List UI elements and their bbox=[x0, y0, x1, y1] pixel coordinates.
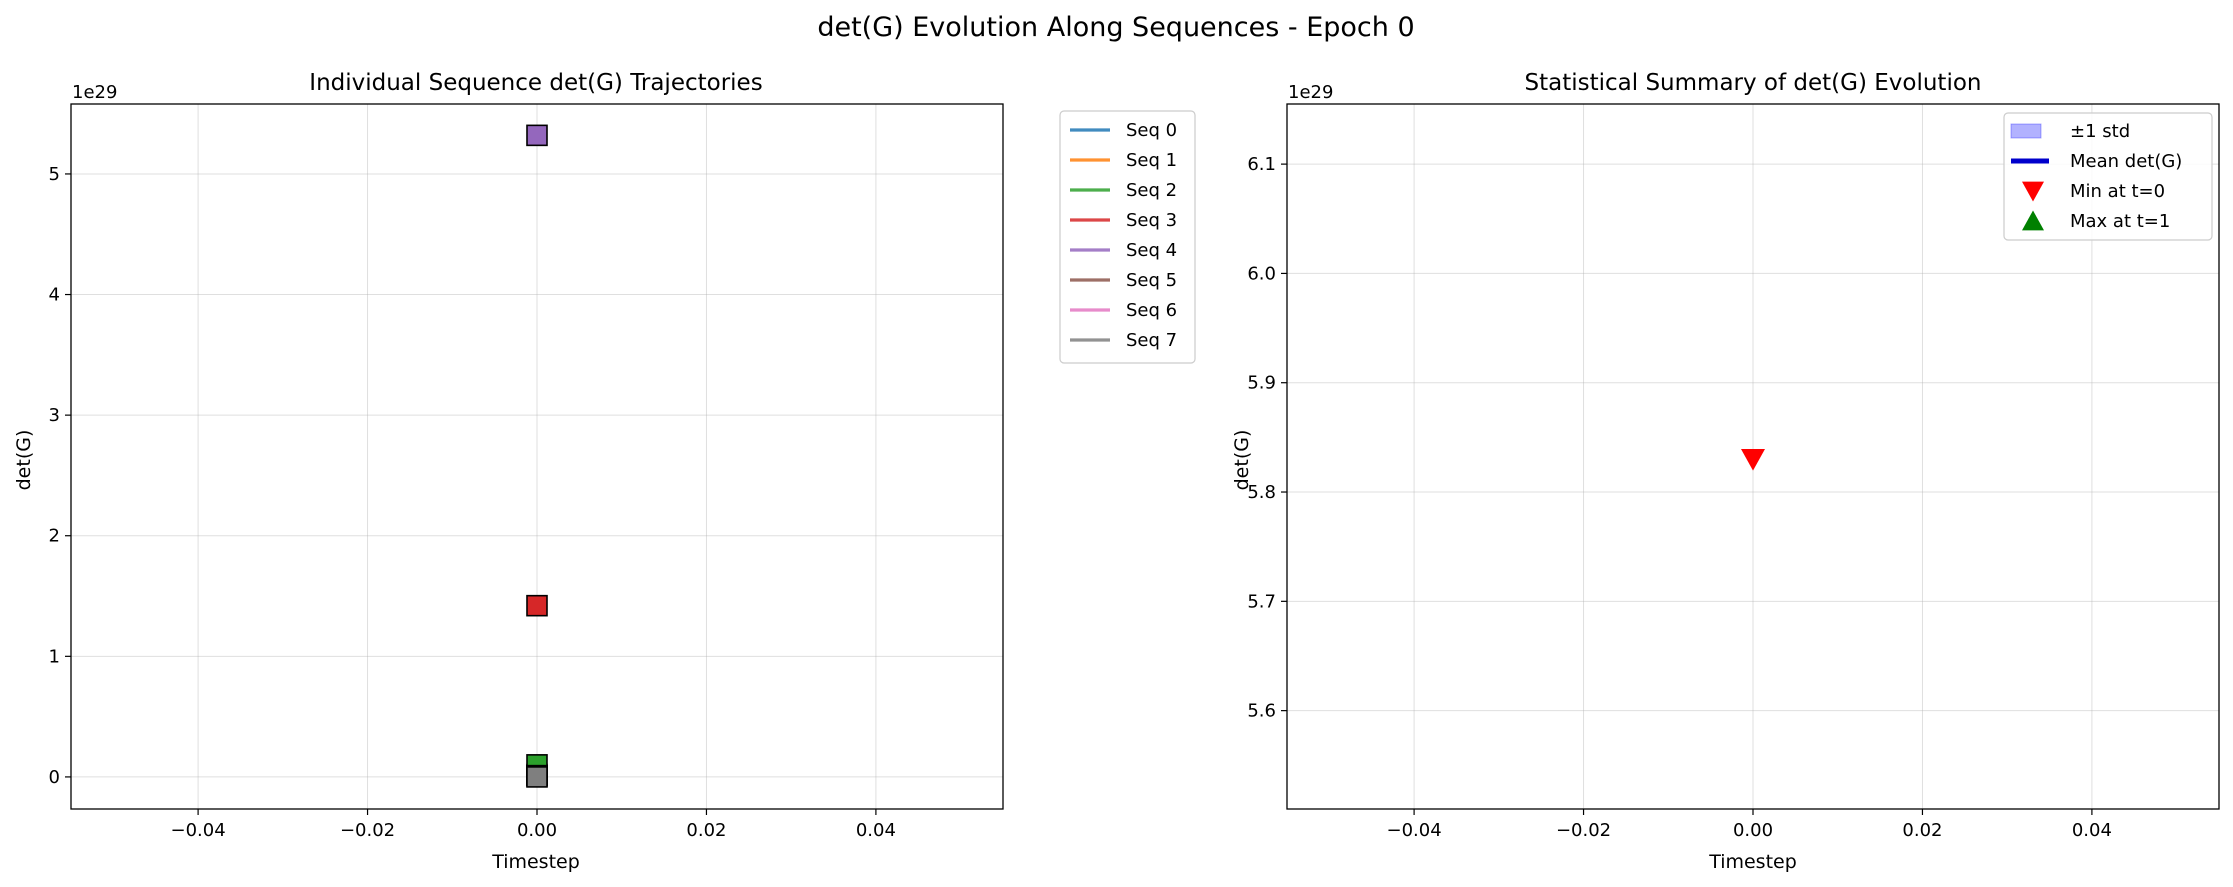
legend-label: Seq 4 bbox=[1126, 240, 1177, 261]
right-y-tick-label: 5.6 bbox=[1247, 701, 1276, 722]
right-y-axis-label: det(G) bbox=[1231, 430, 1253, 491]
marker-seq-7 bbox=[526, 766, 548, 788]
legend-label: Mean det(G) bbox=[2070, 151, 2182, 172]
right-x-tick-label: −0.04 bbox=[1387, 820, 1442, 841]
legend-label: Min at t=0 bbox=[2070, 181, 2165, 202]
right-x-axis-label: Timestep bbox=[1708, 851, 1797, 873]
legend-label: Seq 2 bbox=[1126, 180, 1177, 201]
legend-label: Seq 6 bbox=[1126, 300, 1177, 321]
legend-label: Seq 1 bbox=[1126, 150, 1177, 171]
right-data-marks bbox=[1741, 449, 1765, 471]
left-subplot-title: Individual Sequence det(G) Trajectories bbox=[309, 70, 762, 96]
right-offset-label: 1e29 bbox=[1288, 82, 1333, 103]
left-legend: Seq 0 Seq 1 Seq 2 Seq 3 Seq 4 Seq 5 Seq 6 Seq 7 bbox=[1059, 110, 1196, 364]
left-legend-frame bbox=[1059, 110, 1196, 364]
legend-label: Seq 5 bbox=[1126, 270, 1177, 291]
left-y-axis-label: det(G) bbox=[13, 430, 35, 491]
right-axes-frame bbox=[1286, 103, 2220, 810]
right-legend-frame bbox=[2003, 112, 2213, 241]
left-subplot: Individual Sequence det(G) Trajectories … bbox=[13, 70, 1004, 873]
left-y-tick-label: 1 bbox=[49, 646, 60, 667]
left-x-axis-label: Timestep bbox=[491, 851, 580, 873]
right-subplot-title: Statistical Summary of det(G) Evolution bbox=[1525, 70, 1982, 96]
right-subplot: Statistical Summary of det(G) Evolution … bbox=[1231, 70, 2220, 873]
right-ticks: −0.04 −0.02 0.00 0.02 0.04 5.6 5.7 5.8 5.9 6.0 6.1 bbox=[1247, 154, 2112, 841]
left-ticks: −0.04 −0.02 0.00 0.02 0.04 0 1 2 3 4 5 bbox=[49, 164, 896, 841]
left-x-tick-label: 0.00 bbox=[517, 820, 557, 841]
left-x-tick-label: 0.02 bbox=[686, 820, 726, 841]
legend-label: ±1 std bbox=[2070, 121, 2130, 142]
right-grid bbox=[1287, 104, 2219, 809]
left-axes-frame bbox=[70, 103, 1004, 810]
left-grid bbox=[71, 104, 1003, 809]
right-x-tick-label: 0.00 bbox=[1733, 820, 1773, 841]
min-marker bbox=[1741, 449, 1765, 471]
legend-swatch-std bbox=[2010, 123, 2042, 139]
left-y-tick-label: 5 bbox=[49, 164, 60, 185]
left-y-tick-label: 3 bbox=[49, 405, 60, 426]
legend-swatch-max bbox=[2022, 210, 2044, 231]
right-y-tick-label: 5.9 bbox=[1247, 373, 1276, 394]
left-y-tick-label: 2 bbox=[49, 526, 60, 547]
left-offset-label: 1e29 bbox=[72, 82, 117, 103]
right-y-tick-label: 6.1 bbox=[1247, 154, 1276, 175]
legend-label: Seq 0 bbox=[1126, 120, 1177, 141]
legend-label: Seq 3 bbox=[1126, 210, 1177, 231]
right-x-tick-label: 0.02 bbox=[1902, 820, 1942, 841]
marker-seq-4 bbox=[526, 124, 548, 147]
right-legend: ±1 std Mean det(G) Min at t=0 Max at t=1 bbox=[2003, 112, 2213, 241]
legend-label: Seq 7 bbox=[1126, 330, 1177, 351]
right-y-tick-label: 5.8 bbox=[1247, 482, 1276, 503]
left-x-tick-label: −0.04 bbox=[171, 820, 226, 841]
left-y-tick-label: 4 bbox=[49, 285, 60, 306]
marker-seq-3 bbox=[526, 594, 548, 617]
left-x-tick-label: 0.04 bbox=[856, 820, 896, 841]
right-y-tick-label: 6.0 bbox=[1247, 263, 1276, 284]
right-x-tick-label: 0.04 bbox=[2072, 820, 2112, 841]
right-y-tick-label: 5.7 bbox=[1247, 591, 1276, 612]
left-y-tick-label: 0 bbox=[49, 767, 60, 788]
left-data-marks bbox=[526, 124, 548, 788]
left-x-tick-label: −0.02 bbox=[340, 820, 395, 841]
legend-label: Max at t=1 bbox=[2070, 211, 2170, 232]
figure-suptitle: det(G) Evolution Along Sequences - Epoch… bbox=[817, 12, 1414, 43]
right-x-tick-label: −0.02 bbox=[1556, 820, 1611, 841]
legend-swatch-min bbox=[2022, 181, 2044, 202]
